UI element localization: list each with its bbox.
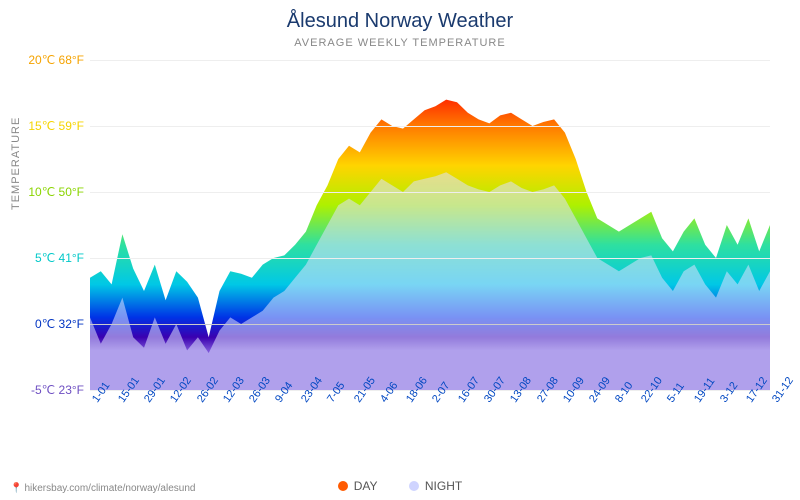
y-tick: 15℃ 59°F bbox=[28, 119, 90, 133]
gridline bbox=[90, 258, 770, 259]
gridline bbox=[90, 390, 770, 391]
chart-area: 20℃ 68°F15℃ 59°F10℃ 50°F5℃ 41°F0℃ 32°F-5… bbox=[90, 60, 770, 390]
y-tick: 0℃ 32°F bbox=[35, 317, 90, 331]
pin-icon: 📍 bbox=[10, 483, 22, 494]
y-tick: 5℃ 41°F bbox=[35, 251, 90, 265]
temperature-area-chart bbox=[90, 60, 770, 390]
y-axis-label: TEMPERATURE bbox=[10, 117, 22, 210]
y-tick: 10℃ 50°F bbox=[28, 185, 90, 199]
legend-night-label: NIGHT bbox=[425, 479, 462, 493]
page-subtitle: AVERAGE WEEKLY TEMPERATURE bbox=[0, 33, 800, 49]
legend-night-dot bbox=[409, 481, 419, 491]
page-title: Ålesund Norway Weather bbox=[0, 0, 800, 33]
gridline bbox=[90, 324, 770, 325]
source-url: 📍hikersbay.com/climate/norway/alesund bbox=[10, 483, 195, 494]
gridline bbox=[90, 126, 770, 127]
legend-day-label: DAY bbox=[354, 479, 378, 493]
legend-day-dot bbox=[338, 481, 348, 491]
y-tick: 20℃ 68°F bbox=[28, 53, 90, 67]
source-text: hikersbay.com/climate/norway/alesund bbox=[24, 483, 195, 494]
legend-day: DAY bbox=[338, 479, 378, 493]
gridline bbox=[90, 192, 770, 193]
x-tick: 31-12 bbox=[770, 375, 796, 405]
gridline bbox=[90, 60, 770, 61]
y-tick: -5℃ 23°F bbox=[31, 383, 90, 397]
legend-night: NIGHT bbox=[409, 479, 462, 493]
